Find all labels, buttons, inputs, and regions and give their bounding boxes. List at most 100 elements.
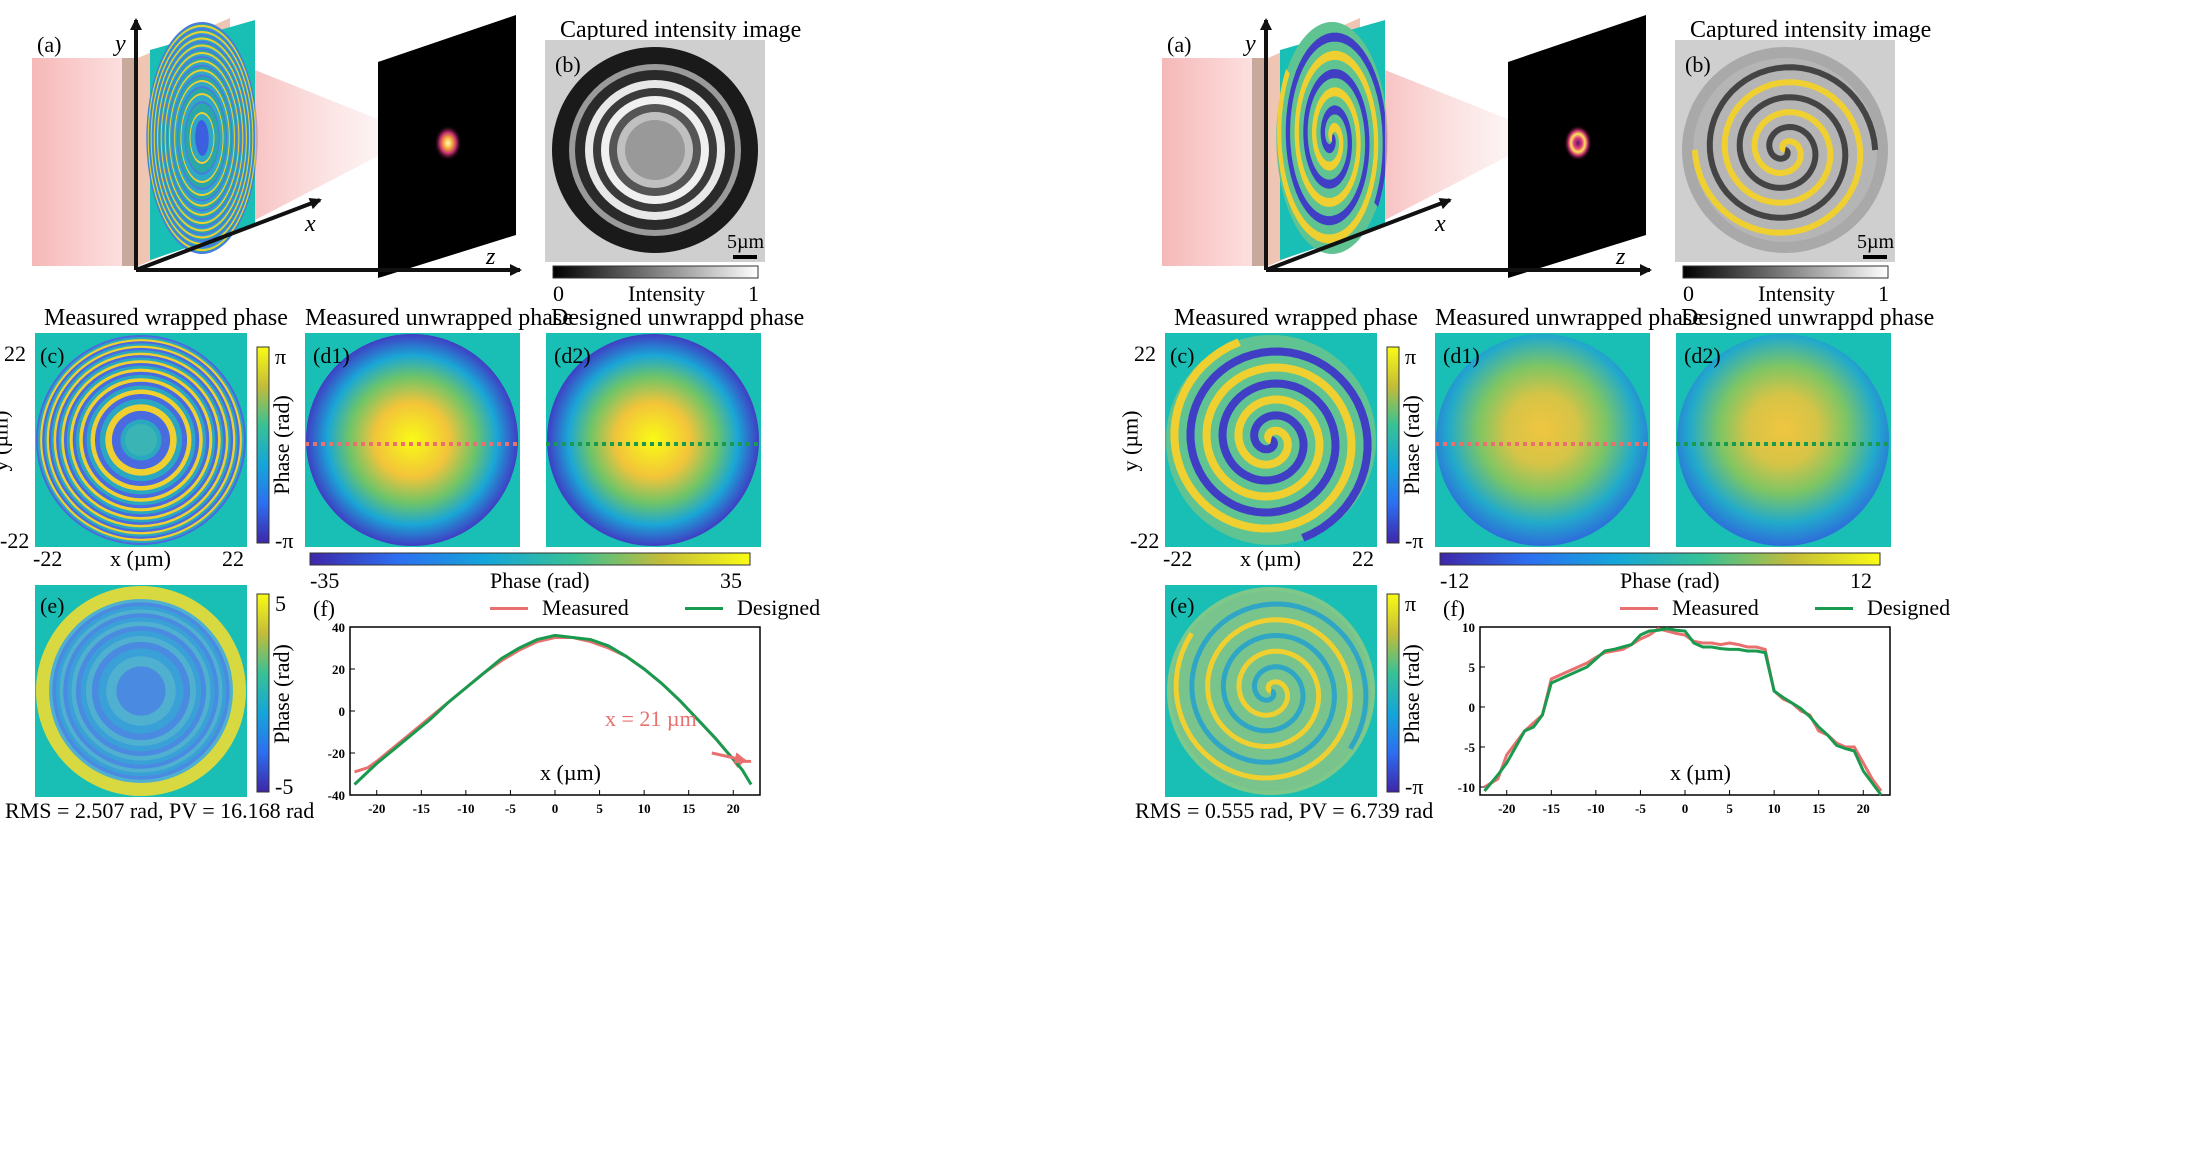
c-x-axis-label: x (µm) [110,546,171,571]
measured-wrapped-phase-map [1165,333,1377,547]
x-tick-label: -10 [1587,801,1604,816]
scale-bar [1863,255,1887,259]
c-x-right: 22 [1352,546,1374,571]
axis-y-label: y [115,31,126,57]
panel-d2-title: Designed unwrappd phase [551,305,805,331]
d-cbar-label: Phase (rad) [490,568,590,593]
legend-entry: Designed [1867,595,1951,620]
line-chart-f: -20 -15 -10 -5 0 5 10 15 20 -40 -20 0 20 40 [328,620,761,816]
c-y-axis-label: y (µm) [1117,410,1143,472]
panel-e-label: (e) [40,593,65,618]
schematic-3d [1162,15,1652,278]
axis-z-label: z [1616,244,1626,270]
phase-colorbar-c [1386,346,1400,544]
panel-c-title: Measured wrapped phase [44,305,288,331]
c-x-axis-label: x (µm) [1240,546,1301,571]
panel-b-title: Captured intensity image [1690,17,1932,43]
intensity-label: Intensity [628,281,705,306]
panel-a-label: (a) [37,32,62,57]
captured-intensity-image [545,40,765,262]
e-cbar-label: Phase (rad) [268,644,294,744]
x-tick-label: 15 [682,801,696,816]
e-cbar-min: -π [1405,774,1424,799]
c-y-top: 22 [4,341,26,366]
intensity-min: 0 [553,281,564,306]
x-tick-label: 20 [727,801,740,816]
x-tick-label: 5 [1726,801,1733,816]
legend-entry: Measured [1672,595,1759,620]
x-tick-label: -20 [368,801,385,816]
c-cbar-label: Phase (rad) [1398,395,1424,495]
x-tick-label: 10 [638,801,651,816]
e-cbar-max: π [1405,591,1417,616]
axis-z-label: z [486,244,496,270]
panel-d1-label: (d1) [313,343,350,368]
x-tick-label: 0 [1682,801,1689,816]
x-tick-label: -5 [1635,801,1646,816]
f-x-axis-label: x (µm) [540,760,601,785]
panel-d2-label: (d2) [1684,343,1721,368]
series-line-designed [353,633,753,786]
f-x-axis-label: x (µm) [1670,760,1731,785]
y-tick-label: -10 [1458,780,1475,795]
panel-b-label: (b) [1685,52,1711,77]
y-tick-label: 10 [1462,620,1475,635]
designed-unwrapped-phase-map [546,333,761,547]
panel-f-label: (f) [1443,596,1465,621]
d-cbar-max: 35 [720,568,742,593]
legend-entry: Measured [542,595,629,620]
phase-error-map [35,585,247,797]
intensity-min: 0 [1683,281,1694,306]
panel-b-label: (b) [555,52,581,77]
e-cbar-min: -5 [275,774,294,799]
y-tick-label: -40 [328,788,345,803]
x-tick-label: 15 [1812,801,1826,816]
intensity-max: 1 [748,281,759,306]
c-y-bottom: -22 [0,528,30,553]
c-cbar-min: -π [275,528,294,553]
legend-swatch [1620,607,1658,610]
y-tick-label: 20 [332,662,345,677]
y-tick-label: 0 [339,704,346,719]
intensity-max: 1 [1878,281,1889,306]
phase-error-map [1165,585,1377,797]
e-cbar-max: 5 [275,591,286,616]
x-tick-label: 0 [552,801,559,816]
x-tick-label: -5 [505,801,516,816]
rms-pv-stats: RMS = 0.555 rad, PV = 6.739 rad [1135,798,1434,823]
panel-f-label: (f) [313,596,335,621]
y-tick-label: -5 [1464,740,1475,755]
y-tick-label: -20 [328,746,345,761]
series-line-designed [1483,627,1883,796]
scale-bar [733,255,757,259]
scale-bar-label: 5µm [1857,231,1895,253]
axis-x-label: x [305,211,316,237]
designed-unwrapped-phase-map [1676,333,1891,547]
panel-d2-label: (d2) [554,343,591,368]
intensity-colorbar [1682,265,1889,279]
phase-colorbar-e [256,593,270,793]
c-x-left: -22 [33,546,63,571]
c-cbar-label: Phase (rad) [268,395,294,495]
x-tick-label: -10 [457,801,474,816]
panel-c-label: (c) [40,343,65,368]
panel-d1-label: (d1) [1443,343,1480,368]
x-tick-label: 20 [1857,801,1870,816]
c-cbar-min: -π [1405,528,1424,553]
legend-entry: Designed [737,595,821,620]
e-cbar-label: Phase (rad) [1398,644,1424,744]
c-y-axis-label: y (µm) [0,410,13,472]
panel-c-title: Measured wrapped phase [1174,305,1418,331]
phase-colorbar-d [1439,552,1881,566]
panel-d2-title: Designed unwrappd phase [1681,305,1935,331]
phase-colorbar-e [1386,593,1400,793]
d-cbar-min: -12 [1440,568,1470,593]
y-tick-label: 40 [332,620,345,635]
panel-d1-title: Measured unwrapped phase [305,305,573,331]
rms-pv-stats: RMS = 2.507 rad, PV = 16.168 rad [5,798,315,823]
x-tick-label: -15 [413,801,431,816]
panel-a-label: (a) [1167,32,1192,57]
d-cbar-label: Phase (rad) [1620,568,1720,593]
x-tick-label: -15 [1543,801,1561,816]
panel-b-title: Captured intensity image [560,17,802,43]
